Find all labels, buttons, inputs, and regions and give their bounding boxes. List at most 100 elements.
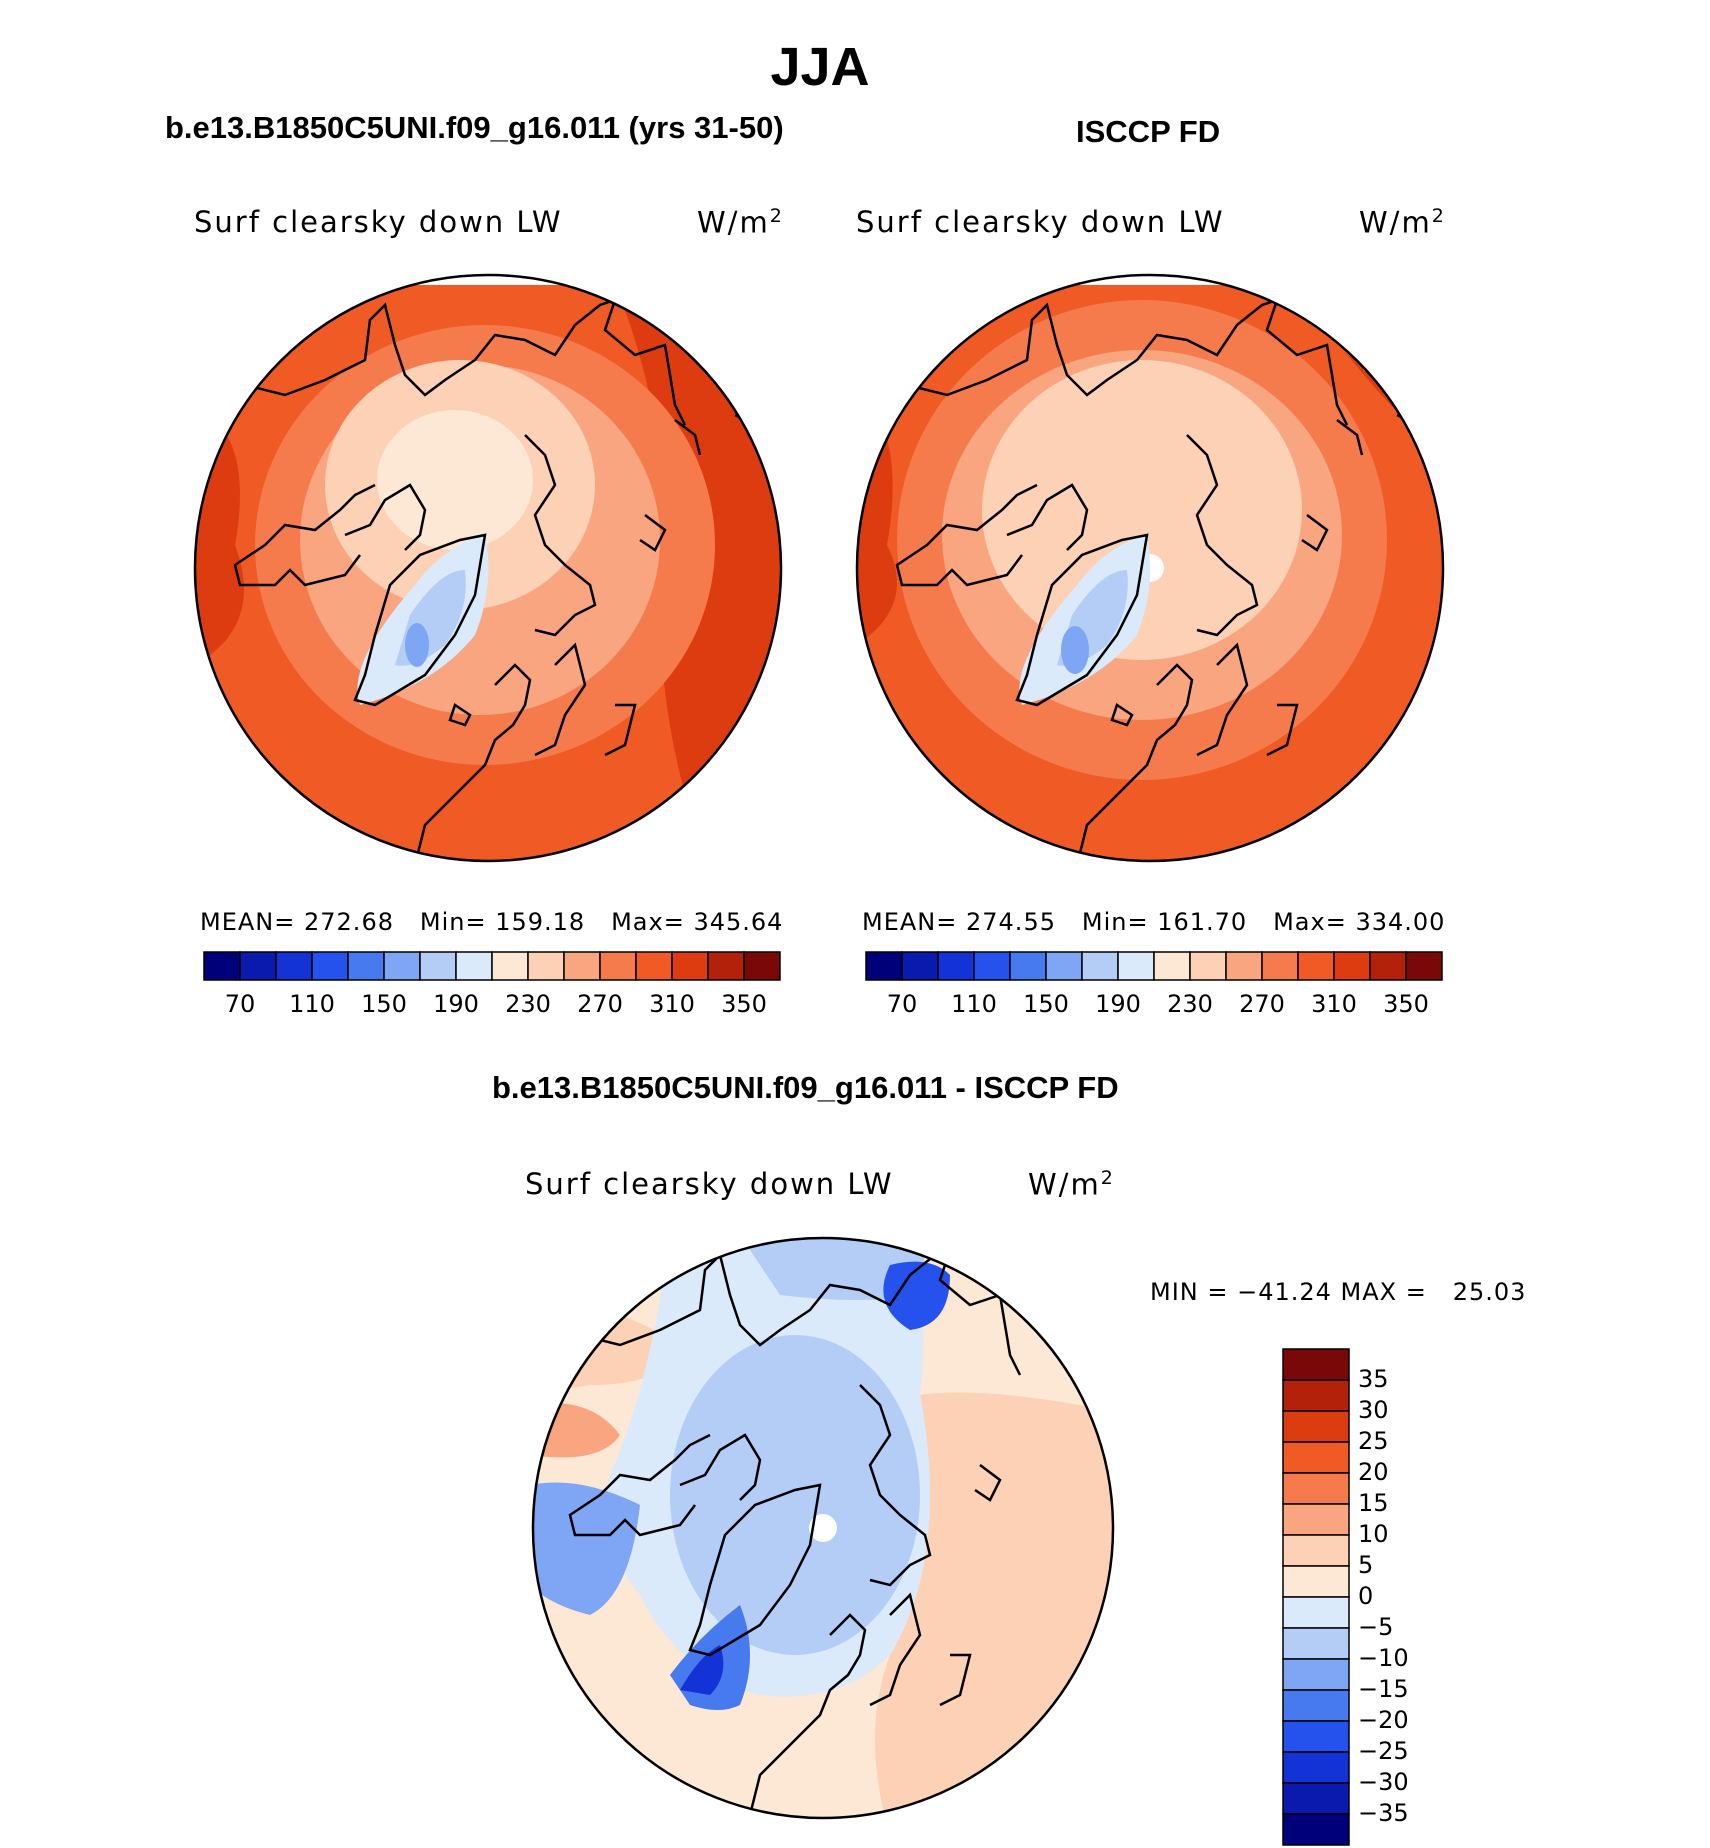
panel-1-colorbar-swatch bbox=[635, 951, 673, 981]
panel-2-colorbar-tick-label: 310 bbox=[1311, 990, 1357, 1018]
diff-colorbar-swatch bbox=[1282, 1658, 1350, 1691]
panel-2-colorbar-swatch bbox=[1117, 951, 1155, 981]
panel-1-colorbar-tick-label: 350 bbox=[721, 990, 767, 1018]
panel-1-colorbar-swatch bbox=[275, 951, 313, 981]
diff-colorbar-swatch bbox=[1282, 1596, 1350, 1629]
panel-2-mean: 274.55 bbox=[966, 908, 1056, 936]
panel-1-colorbar-swatch bbox=[743, 951, 781, 981]
panel-2-variable: Surf clearsky down LW bbox=[856, 205, 1225, 239]
panel-2-colorbar-swatch bbox=[1405, 951, 1443, 981]
panel-1-colorbar-tick-label: 310 bbox=[649, 990, 695, 1018]
panel-2-colorbar-swatch bbox=[1369, 951, 1407, 981]
panel-2-map bbox=[855, 273, 1445, 863]
panel-1-colorbar-swatch bbox=[455, 951, 493, 981]
diff-panel-map-border bbox=[531, 1236, 1115, 1820]
panel-1-colorbar-swatch bbox=[599, 951, 637, 981]
diff-panel-units: W/m2 bbox=[1028, 1167, 1115, 1202]
diff-panel-minmax: MIN = −41.24 MAX = 25.03 bbox=[1150, 1278, 1527, 1306]
panel-2-colorbar-swatch bbox=[1009, 951, 1047, 981]
panel-2-colorbar-swatch bbox=[1153, 951, 1191, 981]
diff-colorbar-swatch bbox=[1282, 1379, 1350, 1412]
panel-2-colorbar-swatch bbox=[1189, 951, 1227, 981]
panel-1-colorbar-tick-label: 70 bbox=[224, 990, 256, 1018]
diff-colorbar-tick-label: 15 bbox=[1358, 1489, 1389, 1517]
diff-colorbar-swatch bbox=[1282, 1751, 1350, 1784]
diff-colorbar-swatch bbox=[1282, 1782, 1350, 1815]
panel-2-colorbar-swatch bbox=[973, 951, 1011, 981]
panel-2-colorbar-swatch bbox=[865, 951, 903, 981]
panel-2-field-inner bbox=[982, 360, 1302, 660]
panel-2-colorbar-swatch bbox=[1333, 951, 1371, 981]
diff-colorbar-tick-label: 20 bbox=[1358, 1458, 1389, 1486]
panel-1-colorbar bbox=[203, 951, 781, 981]
diff-colorbar-swatch bbox=[1282, 1534, 1350, 1567]
panel-2-colorbar-swatch bbox=[901, 951, 939, 981]
panel-2-colorbar-swatch bbox=[1297, 951, 1335, 981]
panel-2-map-border bbox=[855, 273, 1445, 863]
diff-field-w-band bbox=[533, 1482, 640, 1615]
panel-1-map bbox=[193, 273, 783, 863]
panel-1-colorbar-swatch bbox=[671, 951, 709, 981]
diff-panel-variable: Surf clearsky down LW bbox=[525, 1167, 894, 1201]
diff-colorbar-tick-label: 25 bbox=[1358, 1427, 1389, 1455]
panel-1-colorbar-tick-label: 190 bbox=[433, 990, 479, 1018]
diff-field-center-core bbox=[670, 1335, 920, 1655]
diff-colorbar-tick-label: 0 bbox=[1358, 1582, 1374, 1610]
panel-1-colorbar-swatch bbox=[527, 951, 565, 981]
panel-1-colorbar-tick-label: 110 bbox=[289, 990, 335, 1018]
diff-pole-gap bbox=[809, 1514, 837, 1542]
panel-1-mean: 272.68 bbox=[304, 908, 394, 936]
panel-1-colorbar-swatch bbox=[491, 951, 529, 981]
panel-1-max: 345.64 bbox=[693, 908, 784, 936]
panel-1-colorbar-tick-label: 270 bbox=[577, 990, 623, 1018]
panel-2-min: 161.70 bbox=[1157, 908, 1248, 936]
diff-colorbar-tick-label: −25 bbox=[1358, 1737, 1409, 1765]
panel-2-colorbar-ticks: 70 110 150 190 230 270 310 350 bbox=[865, 990, 1445, 1020]
panel-1-colorbar-tick-label: 150 bbox=[361, 990, 407, 1018]
diff-colorbar-tick-label: 10 bbox=[1358, 1520, 1389, 1548]
panel-2-greenland-min bbox=[1061, 626, 1089, 674]
panel-1-greenland-min bbox=[405, 623, 429, 667]
panel-2-coastlines bbox=[895, 298, 1428, 861]
diff-panel-title: b.e13.B1850C5UNI.f09_g16.011 - ISCCP FD bbox=[492, 1070, 1119, 1105]
panel-2-colorbar-tick-label: 70 bbox=[886, 990, 918, 1018]
panel-2-stats: MEAN= 274.55 Min= 161.70 Max= 334.00 bbox=[862, 908, 1446, 936]
diff-colorbar-tick-label: 5 bbox=[1358, 1551, 1374, 1579]
panel-1-colorbar-swatch bbox=[419, 951, 457, 981]
panel-1-variable: Surf clearsky down LW bbox=[194, 205, 563, 239]
panel-2-colorbar-swatch bbox=[1045, 951, 1083, 981]
diff-colorbar-swatch bbox=[1282, 1503, 1350, 1536]
diff-field-greenland-min bbox=[680, 1645, 724, 1695]
diff-colorbar-swatch bbox=[1282, 1720, 1350, 1753]
panel-1-colorbar-tick-label: 230 bbox=[505, 990, 551, 1018]
diff-colorbar-tick-label: −35 bbox=[1358, 1799, 1409, 1827]
panel-1-colorbar-swatch bbox=[383, 951, 421, 981]
diff-panel-map bbox=[531, 1236, 1115, 1820]
diff-colorbar-tick-label: −20 bbox=[1358, 1706, 1409, 1734]
panel-1-field-core bbox=[377, 410, 533, 550]
panel-1-units: W/m2 bbox=[697, 205, 784, 240]
panel-2-colorbar-swatch bbox=[1225, 951, 1263, 981]
panel-2-colorbar-swatch bbox=[1261, 951, 1299, 981]
panel-1-colorbar-swatch bbox=[563, 951, 601, 981]
panel-1-colorbar-swatch bbox=[203, 951, 241, 981]
diff-field-ne-min bbox=[883, 1261, 950, 1330]
diff-panel-coastlines bbox=[568, 1248, 1022, 1816]
panel-1-min: 159.18 bbox=[495, 908, 586, 936]
panel-2-colorbar-tick-label: 110 bbox=[951, 990, 997, 1018]
panel-2-colorbar-tick-label: 230 bbox=[1167, 990, 1213, 1018]
diff-colorbar-tick-label: −15 bbox=[1358, 1675, 1409, 1703]
diff-colorbar bbox=[1282, 1348, 1350, 1846]
diff-colorbar-swatch bbox=[1282, 1565, 1350, 1598]
diff-colorbar-swatch bbox=[1282, 1627, 1350, 1660]
diff-colorbar-tick-label: −5 bbox=[1358, 1613, 1394, 1641]
panel-1-title: b.e13.B1850C5UNI.f09_g16.011 (yrs 31-50) bbox=[165, 110, 784, 145]
diff-colorbar-tick-label: −10 bbox=[1358, 1644, 1409, 1672]
panel-1-stats: MEAN= 272.68 Min= 159.18 Max= 345.64 bbox=[200, 908, 784, 936]
panel-2-colorbar-tick-label: 270 bbox=[1239, 990, 1285, 1018]
diff-colorbar-tick-label: 35 bbox=[1358, 1365, 1389, 1393]
diff-colorbar-ticks: 35 30 25 20 15 10 5 0 −5 −10 −15 −20 −25 −30 −35 bbox=[1358, 1348, 1478, 1848]
diff-colorbar-tick-label: 30 bbox=[1358, 1396, 1389, 1424]
diff-colorbar-swatch bbox=[1282, 1689, 1350, 1722]
diff-colorbar-swatch bbox=[1282, 1348, 1350, 1381]
